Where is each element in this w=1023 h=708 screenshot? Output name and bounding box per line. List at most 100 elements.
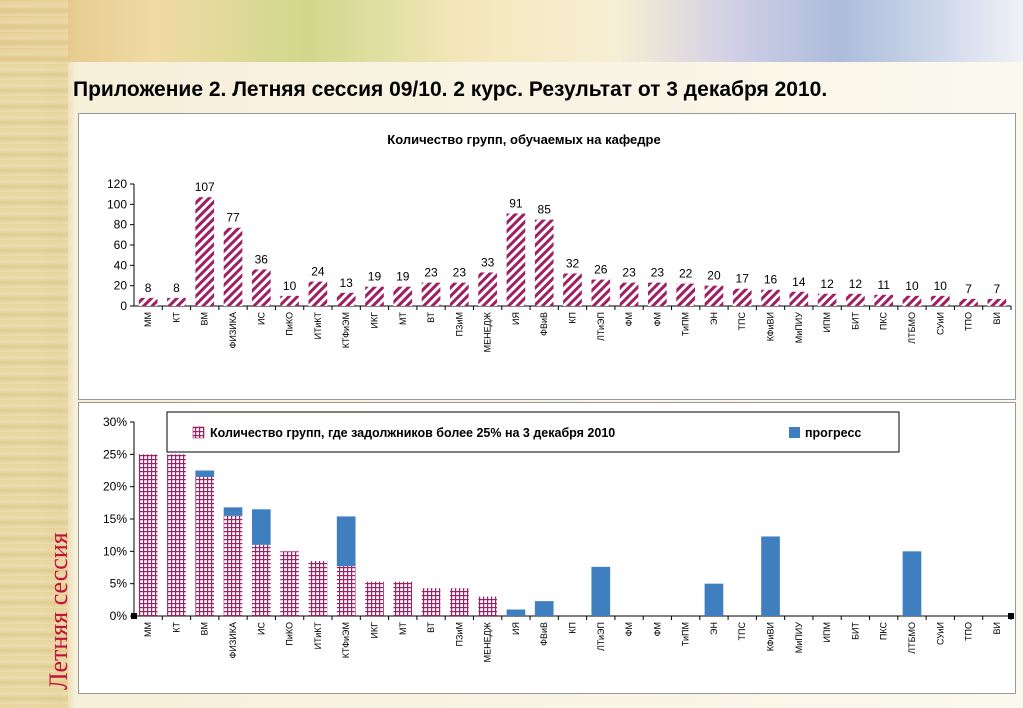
bar-groups-count [930,295,950,306]
x-tick-label: ПиКО [285,312,295,336]
x-tick-label: ИПМ [822,622,832,642]
x-tick-label: БИТ [850,312,860,330]
bar-groups-count [534,219,554,306]
x-tick-label: ИПМ [822,312,832,332]
x-tick-label: ИЯ [511,622,521,635]
y-tick-label: 15% [103,512,127,526]
x-tick-label: ВТ [426,622,436,633]
y-tick-label: 0% [110,609,128,623]
bar-debtors [138,454,158,616]
x-tick-label: КП [568,622,578,634]
x-tick-label: ЭН [709,312,719,325]
x-tick-label: ЛТиЭП [596,622,606,651]
bar-value-label: 23 [453,266,467,280]
bar-groups-count [648,282,667,306]
x-tick-label: СУиИ [935,312,945,335]
bar-groups-count [251,269,271,306]
bar-value-label: 8 [173,281,180,295]
side-label: Летняя сессия [44,532,73,690]
bar-value-label: 7 [994,282,1001,296]
x-tick-label: СУиИ [935,622,945,645]
bar-groups-count [761,289,780,306]
x-tick-label: КФиВИ [766,622,776,651]
bar-value-label: 32 [566,256,580,270]
bar-progress [534,601,554,616]
bar-groups-count [506,213,526,306]
x-tick-label: БИТ [850,622,860,640]
x-tick-label: ВИ [992,312,1002,324]
groups-count-chart-panel: Количество групп, обучаемых на кафедре 0… [78,113,1016,400]
y-tick-label: 100 [107,197,127,211]
x-tick-label: ММ [143,312,153,327]
bar-value-label: 12 [820,277,834,291]
bar-value-label: 16 [764,273,778,287]
bar-groups-count [563,273,582,306]
bar-value-label: 10 [905,279,919,293]
bar-value-label: 17 [736,272,750,286]
x-tick-label: ИТиКТ [313,312,323,340]
x-tick-label: ТиПМ [681,312,691,336]
bar-debtors [450,588,469,616]
x-tick-label: ЭН [709,622,719,635]
bar-groups-count [619,282,639,306]
x-tick-label: КТФиЭМ [341,312,351,348]
x-tick-label: ИКГ [369,312,379,329]
decorative-banner [0,0,1023,62]
y-tick-label: 20 [114,279,128,293]
x-tick-label: ИЯ [511,312,521,325]
bar-groups-count [902,295,922,306]
x-tick-label: ВМ [200,312,210,326]
bar-groups-count [167,297,186,306]
chart-title: Количество групп, обучаемых на кафедре [387,132,660,147]
bar-groups-count [987,298,1007,306]
bar-value-label: 13 [339,276,353,290]
x-tick-label: ВТ [426,312,436,323]
bar-value-label: 7 [965,282,972,296]
bar-value-label: 12 [849,277,863,291]
bar-value-label: 24 [311,265,325,279]
x-tick-label: ФМ [624,622,634,636]
bar-debtors [167,454,186,616]
x-tick-label: ИТиКТ [313,622,323,650]
bar-groups-count [280,295,299,306]
x-tick-label: ММ [143,622,153,637]
x-tick-label: ИКГ [369,622,379,639]
x-tick-label: ФВиВ [539,622,549,646]
x-tick-label: ФВиВ [539,312,549,336]
x-tick-label: ВМ [200,622,210,636]
bar-progress [902,551,922,616]
legend-swatch-progress [789,427,800,438]
x-tick-label: ПКС [879,312,889,331]
bar-value-label: 85 [538,203,552,217]
selection-handle[interactable] [131,613,137,619]
bar-value-label: 23 [622,266,636,280]
bar-groups-count [676,283,695,306]
x-tick-label: КТ [171,622,181,633]
x-tick-label: МиПИУ [794,312,804,343]
bar-debtors [280,551,299,616]
y-tick-label: 80 [114,218,128,232]
bar-value-label: 91 [509,196,523,210]
x-tick-label: ПКС [879,622,889,641]
bar-groups-count [138,297,158,306]
bar-debtors [393,581,413,616]
bar-progress [506,609,526,616]
x-tick-label: МЕНЕДЖ [483,621,493,662]
bar-value-label: 77 [226,211,240,225]
bar-value-label: 20 [707,269,721,283]
bar-value-label: 10 [934,279,948,293]
bar-debtors [308,561,328,616]
bar-progress [761,536,780,616]
bar-value-label: 8 [145,281,152,295]
y-tick-label: 30% [103,415,127,429]
bar-value-label: 11 [877,278,890,292]
bar-progress [336,516,356,567]
bar-value-label: 19 [368,270,382,284]
bar-progress [591,566,611,616]
y-tick-label: 25% [103,447,127,461]
bar-debtors [195,476,215,616]
legend-swatch-debtors [192,426,205,439]
x-tick-label: ТПО [964,622,974,641]
x-tick-label: ПЗиМ [454,622,464,646]
x-tick-label: КФиВИ [766,312,776,341]
